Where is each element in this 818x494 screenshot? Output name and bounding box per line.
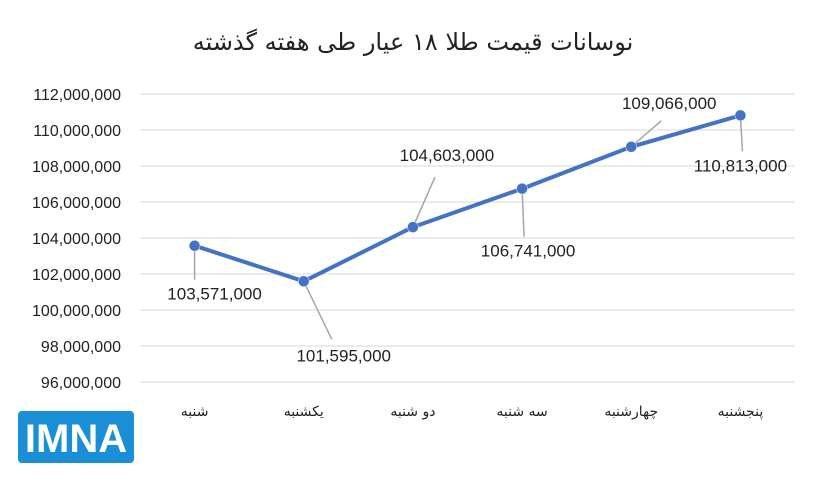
x-tick-label: چهارشنبه [604,404,658,420]
series-layer [188,109,747,288]
y-tick-label: 104,000,000 [32,231,121,248]
data-label: 103,571,000 [167,285,262,304]
data-point [407,221,419,233]
series-line [192,113,743,284]
logo-background [18,411,134,463]
chart-title: نوسانات قیمت طلا ۱۸ عیار طی هفته گذشته [193,28,634,56]
y-tick-label: 110,000,000 [33,123,121,140]
y-tick-label: 108,000,000 [32,159,121,176]
data-label: 110,813,000 [694,156,787,175]
data-point [516,182,528,195]
y-tick-label: 96,000,000 [41,375,121,392]
data-label: 101,595,000 [296,346,391,365]
data-labels: 103,571,000 101,595,000 104,603,000 106,741… [167,94,787,365]
y-tick-label: 106,000,000 [32,195,121,212]
x-tick-label: شنبه [181,404,209,420]
y-tick-label: 100,000,000 [32,303,121,320]
data-point [734,109,747,122]
data-point [625,141,637,153]
y-tick-label: 102,000,000 [32,267,121,284]
y-axis-ticks: 96,000,000 98,000,000 100,000,000 102,000,0… [32,87,121,392]
x-tick-label: یکشنبه [284,404,324,420]
leader-line [412,176,436,228]
data-label: 104,603,000 [400,146,495,165]
x-tick-label: دو شنبه [390,404,435,420]
leader-line [630,120,662,148]
y-tick-label: 98,000,000 [41,339,121,356]
y-tick-label: 112,000,000 [33,87,121,104]
data-label: 109,066,000 [622,94,717,113]
leader-line [303,280,333,340]
logo-text: IMNA [25,417,127,461]
label-leader-lines [193,115,744,340]
grid-layer [140,93,795,383]
data-label: 106,741,000 [481,242,576,261]
leader-line [739,115,744,152]
x-tick-label: سه شنبه [496,404,547,420]
imna-logo-icon: IMNA [18,411,134,463]
x-axis-ticks: شنبه یکشنبه دو شنبه سه شنبه چهارشنبه پنجشنبه [181,404,764,420]
data-point [188,239,201,252]
data-point [298,275,310,288]
x-tick-label: پنجشنبه [718,404,764,420]
leader-line [521,188,525,237]
